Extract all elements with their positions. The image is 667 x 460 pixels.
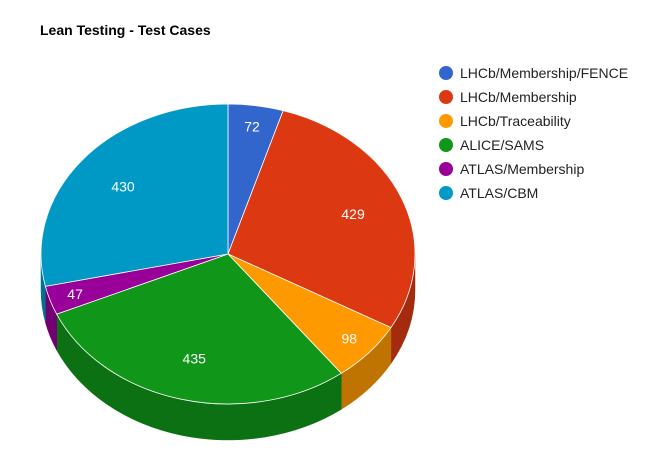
pie-value-label-lhcb-membership: 429 xyxy=(341,206,365,222)
pie-value-label-atlas-membership: 47 xyxy=(67,286,83,302)
pie-slice-lhcb-membership[interactable] xyxy=(227,110,416,329)
pie-slice-atlas-cbm[interactable] xyxy=(40,103,229,287)
legend-label: LHCb/Membership xyxy=(460,89,577,105)
pie-value-label-lhcb-traceability: 98 xyxy=(342,331,358,347)
legend-item-atlas-membership[interactable]: ATLAS/Membership xyxy=(439,157,628,181)
legend-item-atlas-cbm[interactable]: ATLAS/CBM xyxy=(439,181,628,205)
legend-item-lhcb-membership-fence[interactable]: LHCb/Membership/FENCE xyxy=(439,61,628,85)
pie-value-label-alice-sams: 435 xyxy=(183,351,207,367)
legend-item-lhcb-traceability[interactable]: LHCb/Traceability xyxy=(439,109,628,133)
pie-value-label-atlas-cbm: 430 xyxy=(111,178,135,194)
legend-label: ALICE/SAMS xyxy=(460,137,545,153)
legend-swatch xyxy=(439,66,453,80)
legend-label: LHCb/Traceability xyxy=(460,113,571,129)
legend-swatch xyxy=(439,114,453,128)
legend-swatch xyxy=(439,186,453,200)
legend-label: ATLAS/CBM xyxy=(460,185,539,201)
legend: LHCb/Membership/FENCE LHCb/Membership LHCb… xyxy=(439,61,628,205)
legend-swatch xyxy=(439,138,453,152)
legend-item-alice-sams[interactable]: ALICE/SAMS xyxy=(439,133,628,157)
legend-label: LHCb/Membership/FENCE xyxy=(460,65,629,81)
legend-swatch xyxy=(439,162,453,176)
pie-value-labels: 72 429 98 435 47 430 xyxy=(67,118,365,366)
chart-title: Lean Testing - Test Cases xyxy=(40,22,211,38)
pie-value-label-lhcb-membership-fence: 72 xyxy=(244,118,260,134)
pie-slices xyxy=(40,103,416,405)
legend-swatch xyxy=(439,90,453,104)
pie-side-walls xyxy=(40,253,416,441)
legend-label: ATLAS/Membership xyxy=(460,161,585,177)
legend-item-lhcb-membership[interactable]: LHCb/Membership xyxy=(439,85,628,109)
pie-slice-alice-sams[interactable] xyxy=(56,253,342,405)
